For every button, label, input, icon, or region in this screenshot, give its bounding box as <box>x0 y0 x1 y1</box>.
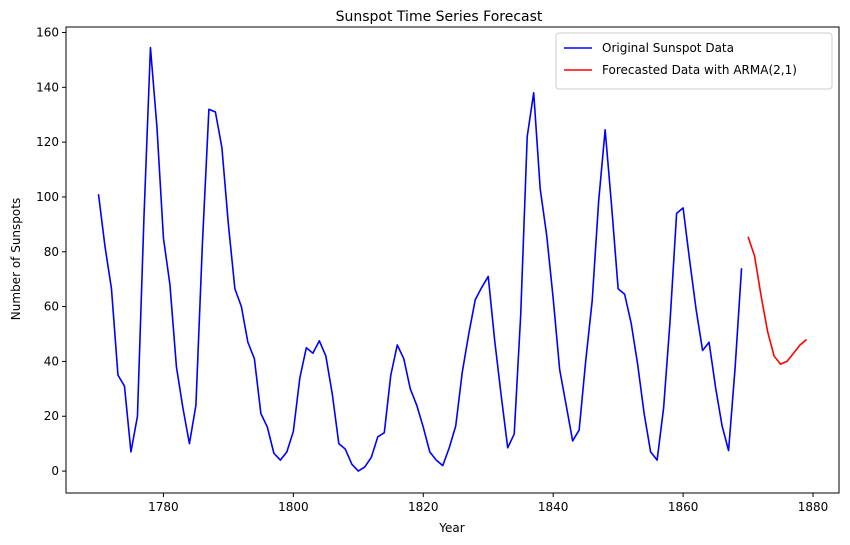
y-tick-label: 120 <box>36 135 59 149</box>
x-tick-label: 1780 <box>148 500 179 514</box>
chart-title: Sunspot Time Series Forecast <box>336 9 543 25</box>
y-tick-label: 20 <box>44 409 59 423</box>
x-tick-label: 1800 <box>278 500 309 514</box>
x-tick-label: 1820 <box>408 500 439 514</box>
y-tick-label: 0 <box>51 464 59 478</box>
series-line-1 <box>747 236 808 365</box>
y-tick-label: 160 <box>36 25 59 39</box>
series-line-0 <box>97 46 743 472</box>
plot-frame <box>65 26 840 494</box>
x-tick-label: 1880 <box>798 500 829 514</box>
x-tick-label: 1840 <box>538 500 569 514</box>
legend: Original Sunspot Data Forecasted Data wit… <box>555 32 833 90</box>
legend-box <box>555 32 833 90</box>
y-axis: 0 20 40 60 80 100 120 140 160 <box>36 25 66 478</box>
legend-entry-0: Original Sunspot Data <box>602 41 734 55</box>
legend-entry-1: Forecasted Data with ARMA(2,1) <box>602 63 797 77</box>
y-tick-label: 60 <box>44 300 59 314</box>
y-axis-title: Number of Sunspots <box>9 198 23 320</box>
y-tick-label: 40 <box>44 354 59 368</box>
y-tick-label: 80 <box>44 245 59 259</box>
series-layer <box>97 46 808 472</box>
y-tick-label: 100 <box>36 190 59 204</box>
x-axis-title: Year <box>438 521 464 535</box>
x-axis: 1780 1800 1820 1840 1860 1880 <box>148 493 828 514</box>
y-tick-label: 140 <box>36 80 59 94</box>
x-tick-label: 1860 <box>668 500 699 514</box>
